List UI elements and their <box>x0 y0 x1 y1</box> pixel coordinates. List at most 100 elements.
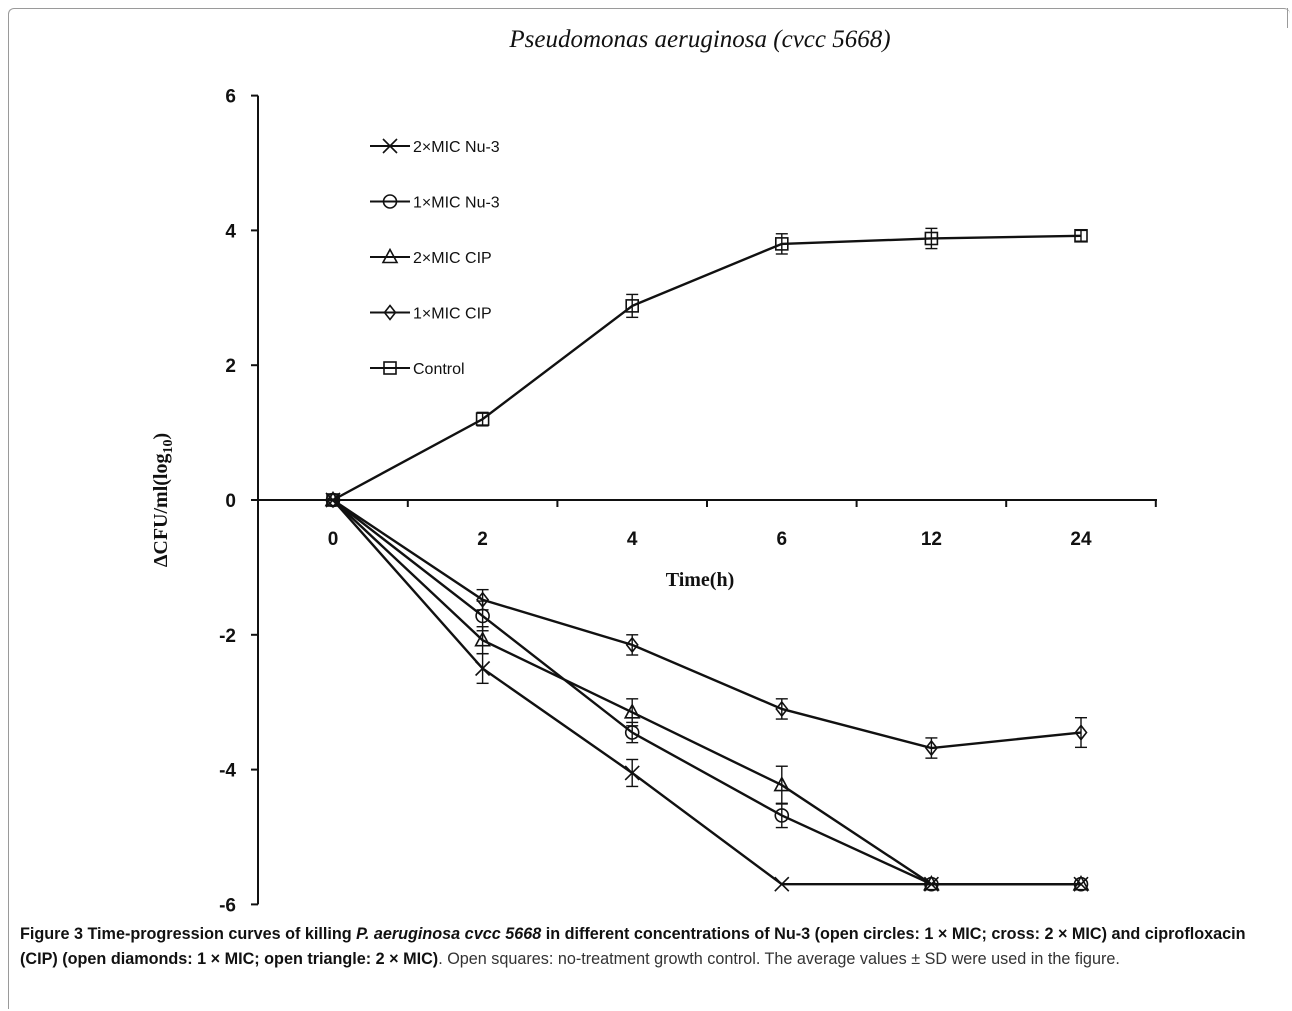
legend-item: 1×MIC CIP <box>370 304 492 323</box>
data-point-diamond <box>625 636 639 654</box>
data-point-triangle <box>474 631 491 647</box>
square-shape <box>924 231 939 246</box>
cross-stroke <box>774 876 790 892</box>
error-bar <box>476 411 489 427</box>
figure-caption: Figure 3 Time-progression curves of kill… <box>20 922 1282 972</box>
y-tick-label: 0 <box>225 491 236 512</box>
series-line <box>332 499 1081 886</box>
legend-item: 2×MIC Nu-3 <box>370 138 500 156</box>
legend-marker-circle <box>382 194 398 209</box>
caption-rest: . Open squares: no-treatment growth cont… <box>438 950 1120 968</box>
legend-item: 2×MIC CIP <box>370 247 492 267</box>
triangle-shape <box>773 775 791 792</box>
y-tick-label: -2 <box>219 626 236 647</box>
caption-bold-2: in different concentrations of Nu-3 (ope… <box>20 925 1246 968</box>
square-shape <box>625 299 640 313</box>
caption-bold-1: Figure 3 Time-progression curves of kill… <box>20 925 357 943</box>
y-tick-label: 2 <box>225 356 236 377</box>
square-shape <box>326 493 340 507</box>
x-tick-label: 2 <box>477 529 488 550</box>
data-point-cross <box>774 876 790 892</box>
cross-stroke <box>382 138 398 154</box>
series-line <box>332 234 1082 502</box>
data-point-square <box>475 412 490 426</box>
error-bar <box>1075 717 1087 749</box>
triangle-shape <box>381 247 399 264</box>
legend-item: 1×MIC Nu-3 <box>370 194 500 212</box>
data-point-square <box>1074 228 1088 243</box>
error-bar <box>775 765 788 805</box>
data-point-cross <box>475 660 491 677</box>
square-shape <box>475 412 490 426</box>
legend-label: 1×MIC CIP <box>413 306 492 323</box>
x-axis-label: Time(h) <box>666 569 735 591</box>
x-tick-label: 12 <box>921 529 942 550</box>
y-axis-label-main: ΔCFU/ml(log <box>150 454 172 568</box>
cross-stroke <box>475 660 491 677</box>
square-shape <box>774 237 789 251</box>
error-bar <box>775 802 788 829</box>
series-2-mic-cip <box>324 490 1090 891</box>
series-layer <box>324 227 1090 892</box>
legend-marker-triangle <box>381 247 399 264</box>
diamond-shape <box>775 700 789 718</box>
legend-marker-cross <box>382 138 398 154</box>
legend-marker-square <box>383 361 397 375</box>
data-point-triangle <box>773 775 791 792</box>
triangle-shape <box>1072 874 1090 891</box>
y-tick-label: -6 <box>219 895 236 916</box>
time-kill-chart: Pseudomonas aeruginosa (cvcc 5668) 6 4 2 0 -… <box>150 26 1157 917</box>
circle-shape <box>774 808 790 823</box>
y-tick-label: 4 <box>225 221 236 242</box>
chart-title: Pseudomonas aeruginosa (cvcc 5668) <box>508 26 890 53</box>
legend-marker-diamond <box>383 304 397 321</box>
triangle-shape <box>623 703 641 719</box>
legend-item: Control <box>370 361 465 378</box>
diamond-shape <box>476 591 490 609</box>
data-point-square <box>326 493 340 507</box>
y-axis-label-subscript: 10 <box>161 440 176 454</box>
data-point-circle <box>774 808 790 823</box>
data-point-square <box>924 231 939 246</box>
series-control <box>326 227 1088 507</box>
data-point-square <box>774 237 789 251</box>
y-tick-label: -4 <box>219 761 236 782</box>
square-shape <box>383 361 397 375</box>
data-point-triangle <box>1072 874 1090 891</box>
legend: 2×MIC Nu-3 1×MIC Nu-3 2×MIC CIP 1×MIC CIP Co… <box>370 138 500 378</box>
data-point-diamond <box>775 700 789 718</box>
data-point-square <box>625 299 640 313</box>
triangle-shape <box>923 874 940 891</box>
caption-italic: P. aeruginosa cvcc 5668 <box>356 925 542 943</box>
series-line <box>332 499 1082 750</box>
cross-stroke <box>624 765 640 781</box>
x-tick-label: 4 <box>627 529 638 550</box>
legend-label: 2×MIC CIP <box>413 250 492 267</box>
data-point-triangle <box>623 703 641 719</box>
series-line <box>332 499 1081 886</box>
legend-label: 2×MIC Nu-3 <box>413 139 500 156</box>
error-bar <box>626 293 639 319</box>
diamond-shape <box>1074 724 1088 741</box>
x-tick-label: 6 <box>777 529 788 550</box>
legend-label: 1×MIC Nu-3 <box>413 195 500 212</box>
frame-edge <box>1287 8 1288 28</box>
x-tick-label: 0 <box>328 529 339 550</box>
series-2-mic-nu-3 <box>325 492 1089 892</box>
data-point-cross <box>624 765 640 781</box>
figure-frame <box>8 8 1290 1009</box>
series-line <box>332 499 1081 886</box>
diamond-shape <box>625 636 639 654</box>
triangle-shape <box>474 631 491 647</box>
diamond-shape <box>383 304 397 321</box>
data-point-diamond <box>476 591 490 609</box>
series-1-mic-nu-3 <box>325 492 1089 892</box>
data-point-triangle <box>923 874 940 891</box>
x-tick-label: 24 <box>1070 529 1092 550</box>
y-axis-label-close: ) <box>150 433 172 440</box>
axes <box>251 94 1157 906</box>
legend-label: Control <box>413 361 465 378</box>
diamond-shape <box>924 739 938 757</box>
y-axis-label: ΔCFU/ml(log10) <box>150 433 176 567</box>
